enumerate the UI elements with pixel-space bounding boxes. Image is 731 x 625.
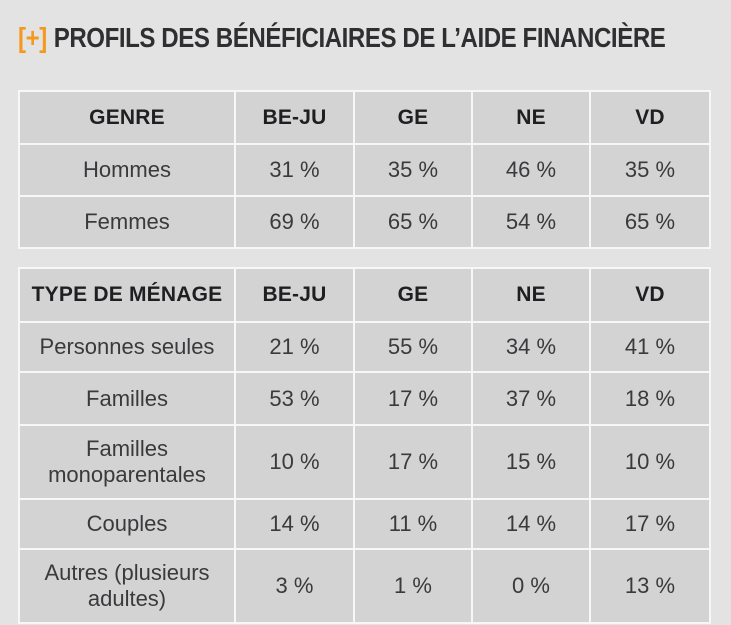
column-header: GENRE [18,90,236,145]
table-row: Hommes 31 % 35 % 46 % 35 % [18,143,711,197]
row-label: Femmes [18,195,236,249]
table-row: Couples 14 % 11 % 14 % 17 % [18,498,711,550]
row-label: Familles monoparentales [18,424,236,500]
table-cell: 55 % [353,321,473,373]
row-label-line: Familles [86,385,168,411]
genre-table: GENRE BE-JU GE NE VD Hommes 31 % 35 % 46… [18,90,711,249]
table-row: Familles 53 % 17 % 37 % 18 % [18,371,711,426]
table-cell: 10 % [589,424,711,500]
table-cell: 1 % [353,548,473,624]
table-header-row: GENRE BE-JU GE NE VD [18,90,711,145]
table-cell: 17 % [589,498,711,550]
table-cell: 37 % [471,371,591,426]
table-cell: 34 % [471,321,591,373]
row-label-line: Personnes seules [39,334,215,359]
column-header: VD [589,267,711,323]
column-header: NE [471,267,591,323]
row-label-line: Couples [86,511,168,536]
row-label: Couples [18,498,236,550]
column-header: NE [471,90,591,145]
row-label: Autres (plusieurs adultes) [18,548,236,624]
table-cell: 53 % [234,371,355,426]
table-cell: 17 % [353,424,473,500]
table-row: Autres (plusieurs adultes) 3 % 1 % 0 % 13… [18,548,711,624]
column-header: GE [353,90,473,145]
table-cell: 54 % [471,195,591,249]
table-cell: 21 % [234,321,355,373]
table-cell: 13 % [589,548,711,624]
row-label-line: adultes) [87,586,167,611]
table-cell: 15 % [471,424,591,500]
row-label-line: Autres (plusieurs [44,560,210,585]
table-cell: 17 % [353,371,473,426]
table-cell: 35 % [353,143,473,197]
table-cell: 65 % [353,195,473,249]
table-cell: 31 % [234,143,355,197]
row-label: Personnes seules [18,321,236,373]
column-header: BE-JU [234,90,355,145]
menage-table: TYPE DE MÉNAGE BE-JU GE NE VD Personnes … [18,267,711,624]
page-title: [+] PROFILS DES BÉNÉFICIAIRES DE L’AIDE F… [18,22,666,54]
table-cell: 3 % [234,548,355,624]
table-row: Femmes 69 % 65 % 54 % 65 % [18,195,711,249]
table-row: Personnes seules 21 % 55 % 34 % 41 % [18,321,711,373]
table-cell: 14 % [234,498,355,550]
table-cell: 35 % [589,143,711,197]
table-cell: 69 % [234,195,355,249]
table-cell: 11 % [353,498,473,550]
page-title-text: PROFILS DES BÉNÉFICIAIRES DE L’AIDE FINA… [53,22,666,53]
table-row: Familles monoparentales 10 % 17 % 15 % 10… [18,424,711,500]
row-label: Hommes [18,143,236,197]
column-header: VD [589,90,711,145]
table-cell: 65 % [589,195,711,249]
table-header-row: TYPE DE MÉNAGE BE-JU GE NE VD [18,267,711,323]
table-cell: 0 % [471,548,591,624]
table-cell: 10 % [234,424,355,500]
row-label-line: Familles [86,436,168,461]
table-cell: 46 % [471,143,591,197]
column-header: GE [353,267,473,323]
plus-bracket-icon: [+] [18,22,47,53]
row-label-line: monoparentales [48,462,206,487]
row-label: Familles [18,371,236,426]
table-cell: 18 % [589,371,711,426]
column-header: BE-JU [234,267,355,323]
column-header: TYPE DE MÉNAGE [18,267,236,323]
table-cell: 41 % [589,321,711,373]
table-cell: 14 % [471,498,591,550]
